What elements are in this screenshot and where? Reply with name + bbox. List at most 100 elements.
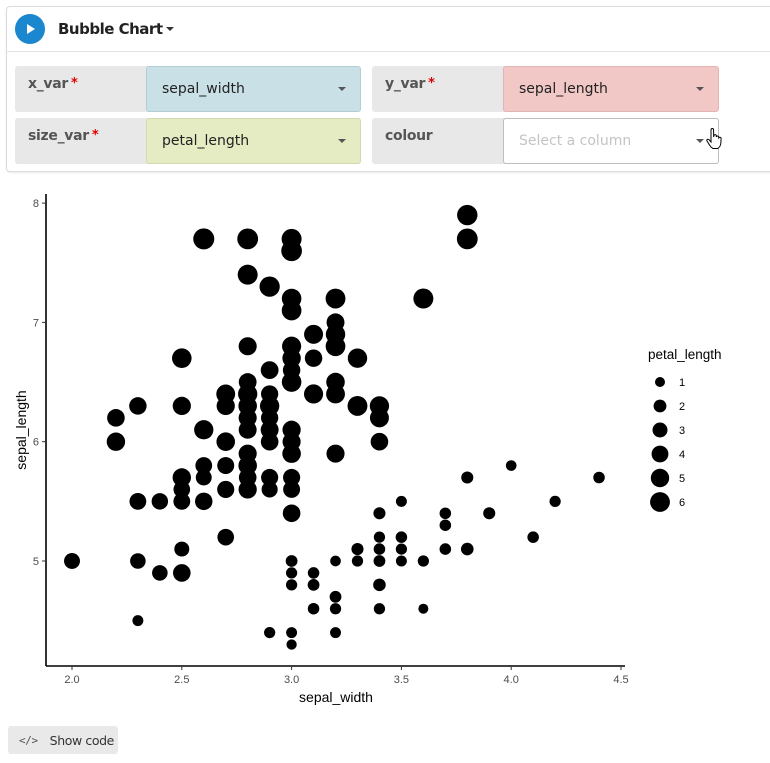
data-point xyxy=(505,460,517,471)
legend-label: 5 xyxy=(679,473,685,485)
data-point xyxy=(217,457,235,475)
data-point xyxy=(373,543,386,555)
data-point xyxy=(129,397,147,415)
data-point xyxy=(373,603,386,615)
y-axis-ticks: 5 6 7 8 xyxy=(33,198,46,568)
data-point xyxy=(195,469,212,486)
data-point xyxy=(239,421,257,439)
data-point xyxy=(329,603,342,615)
run-button[interactable] xyxy=(15,14,45,44)
data-point xyxy=(216,396,235,416)
data-point xyxy=(107,409,125,427)
data-point xyxy=(439,519,452,531)
legend-label: 1 xyxy=(679,377,685,389)
dropdown-arrow-icon xyxy=(338,87,346,91)
data-point xyxy=(457,204,478,226)
data-point xyxy=(307,602,320,615)
data-point xyxy=(283,468,301,487)
data-point xyxy=(282,504,301,523)
data-point xyxy=(395,531,408,543)
legend-label: 6 xyxy=(679,497,685,509)
data-point xyxy=(194,420,214,440)
data-point xyxy=(303,384,324,404)
legend-key xyxy=(652,422,668,438)
data-point xyxy=(151,493,169,510)
data-point xyxy=(195,492,213,511)
data-point xyxy=(373,507,386,520)
legend-key xyxy=(651,445,669,463)
data-point xyxy=(238,480,257,499)
data-point xyxy=(549,495,561,507)
x-axis-ticks: 2.0 2.5 3.0 3.5 4.0 4.5 xyxy=(64,666,629,686)
card-header: Bubble Chart xyxy=(7,7,770,52)
x-tick-label: 4.0 xyxy=(504,674,519,686)
data-point xyxy=(307,578,320,591)
legend-label: 2 xyxy=(679,401,685,413)
colour-select[interactable]: Select a column xyxy=(503,118,719,164)
page-title: Bubble Chart xyxy=(58,20,163,38)
legend-key xyxy=(650,468,670,488)
data-point xyxy=(395,495,407,507)
data-point xyxy=(281,240,302,262)
data-point xyxy=(261,481,278,498)
data-point xyxy=(286,627,298,639)
data-point xyxy=(172,564,191,582)
data-point xyxy=(260,361,279,380)
show-code-label: Show code xyxy=(49,732,115,748)
caret-down-icon xyxy=(165,27,174,31)
legend-label: 3 xyxy=(679,425,685,437)
required-marker: * xyxy=(428,76,435,91)
y-var-field: y_var * sepal_length xyxy=(372,66,719,112)
hand-cursor-icon xyxy=(706,128,722,149)
y-var-select[interactable]: sepal_length xyxy=(503,66,719,112)
data-point xyxy=(330,627,341,639)
play-icon xyxy=(27,24,35,34)
data-point xyxy=(106,432,126,451)
x-var-label: x_var * xyxy=(15,66,149,112)
data-point xyxy=(174,541,190,557)
data-point xyxy=(172,468,192,487)
x-tick-label: 2.0 xyxy=(64,674,79,686)
data-point xyxy=(326,444,345,463)
x-tick-label: 3.5 xyxy=(394,674,409,686)
legend-title: petal_length xyxy=(648,347,722,362)
data-point xyxy=(304,324,324,344)
data-point xyxy=(173,481,191,498)
y-axis-title: sepal_length xyxy=(13,390,29,469)
size-var-label: size_var * xyxy=(15,118,149,164)
data-point xyxy=(325,288,346,309)
x-axis-title: sepal_width xyxy=(299,689,373,705)
data-point xyxy=(456,228,478,250)
data-point xyxy=(373,555,386,567)
data-point xyxy=(347,348,368,368)
data-point xyxy=(330,555,341,567)
dropdown-arrow-icon xyxy=(338,139,346,143)
data-point xyxy=(217,480,235,498)
data-point xyxy=(395,555,407,567)
data-point xyxy=(283,480,301,498)
colour-label: colour xyxy=(372,118,506,164)
dropdown-arrow-icon xyxy=(696,87,704,91)
data-point xyxy=(285,579,298,591)
x-var-select[interactable]: sepal_width xyxy=(146,66,361,112)
data-point xyxy=(417,555,429,567)
data-point xyxy=(259,276,280,297)
bubble-chart-card: Bubble Chart x_var * sepal_width y_var * s… xyxy=(6,6,770,172)
data-point xyxy=(439,543,452,555)
show-code-button[interactable]: </> Show code xyxy=(8,726,118,754)
data-point xyxy=(395,543,408,555)
chart-type-dropdown[interactable]: Bubble Chart xyxy=(58,20,174,38)
data-point xyxy=(261,468,279,487)
legend-key xyxy=(653,399,667,413)
data-point xyxy=(237,228,259,250)
data-point xyxy=(593,471,605,484)
x-var-field: x_var * sepal_width xyxy=(15,66,361,112)
data-point xyxy=(285,555,298,567)
y-tick-label: 7 xyxy=(33,317,39,329)
x-tick-label: 4.5 xyxy=(613,674,628,686)
size-var-select[interactable]: petal_length xyxy=(146,118,361,164)
data-point xyxy=(238,337,257,356)
legend-label: 4 xyxy=(679,449,685,461)
data-point xyxy=(325,336,346,357)
data-point xyxy=(413,288,434,309)
